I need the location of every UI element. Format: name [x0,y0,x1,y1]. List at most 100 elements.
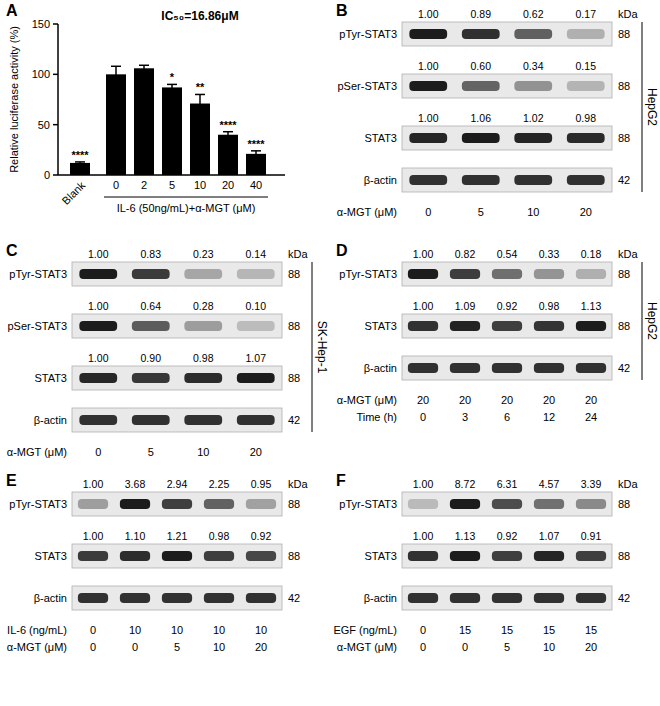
band [237,415,275,425]
condition-value: 10 [213,641,225,653]
band [576,551,606,561]
band [184,373,222,383]
band [237,373,275,383]
quantification: 0.64 [141,300,162,312]
kda-label: 88 [618,550,630,562]
blot-strip [72,586,282,610]
condition-value: 15 [501,624,513,636]
quantification: 0.98 [576,112,597,124]
kda-label: 88 [618,498,630,510]
y-tick-label: 100 [32,68,50,80]
condition-label: Time (h) [356,411,397,423]
condition-value: 15 [585,624,597,636]
band [246,551,276,561]
band [184,415,222,425]
row-label: β-actin [34,592,67,604]
kda-label: 88 [618,80,630,92]
row-label: β-actin [364,174,397,186]
condition-value: 10 [255,624,267,636]
band [492,551,522,561]
blot-strip [402,168,612,192]
band [576,269,606,279]
kda-label: 88 [618,132,630,144]
quantification: 1.10 [125,530,146,542]
condition-value: 0 [90,624,96,636]
band [534,499,564,509]
x-tick-label: Blank [59,179,87,207]
band [120,551,150,561]
band [408,593,438,603]
y-tick [53,23,58,25]
band [492,269,522,279]
kda-label: 42 [618,362,630,374]
quantification: 0.95 [251,478,272,490]
kda-header: kDa [618,248,638,260]
x-tick-label: 5 [169,179,175,191]
quantification: 1.00 [413,478,434,490]
condition-value: 3 [462,411,468,423]
significance: **** [247,138,265,150]
panel-label: A [6,2,18,19]
cell-line-label: SK-Hep-1 [315,321,329,374]
kda-label: 42 [288,414,300,426]
row-label: β-actin [364,592,397,604]
band [492,321,522,331]
error-line [227,132,229,138]
x-axis-label: IL-6 (50ng/mL)+α-MGT (μM) [117,202,256,214]
quantification: 1.13 [455,530,476,542]
band [162,499,192,509]
row-label: STAT3 [364,132,397,144]
quantification: 1.00 [88,248,109,260]
band [132,415,170,425]
band [514,29,552,39]
error-bar [251,151,261,157]
kda-label: 42 [288,592,300,604]
quantification: 1.02 [523,112,544,124]
band [567,29,605,39]
band [450,551,480,561]
band [567,175,605,185]
condition-value: 10 [213,624,225,636]
condition-value: 0 [132,641,138,653]
band [408,363,438,373]
blot-strip [72,366,282,390]
quantification: 1.09 [455,300,476,312]
band [132,321,170,331]
kda-label: 88 [618,268,630,280]
quantification: 0.14 [246,248,267,260]
band [79,321,117,331]
kda-label: 88 [288,550,300,562]
error-line [199,94,201,112]
error-cap [167,90,177,92]
band [450,321,480,331]
band [462,29,500,39]
band [204,551,234,561]
quantification: 1.00 [413,300,434,312]
figure: AIC₅₀=16.86μM050100150Relative luciferas… [0,0,660,706]
error-cap [75,161,85,163]
error-line [143,65,145,71]
condition-label: α-MGT (μM) [337,641,397,653]
quantification: 0.90 [141,352,162,364]
x-tick-label: 10 [194,179,206,191]
band [408,321,438,331]
quantification: 2.25 [209,478,230,490]
bars [70,65,266,175]
condition-value: 0 [95,446,101,458]
condition-value: 20 [543,394,555,406]
error-bar [139,65,149,71]
band [184,269,222,279]
blot-strip [402,314,612,338]
blot-strip [72,544,282,568]
condition-value: 20 [250,446,262,458]
band [409,175,447,185]
condition-value: 10 [527,206,539,218]
kda-header: kDa [618,478,638,490]
band [492,499,522,509]
condition-value: 20 [459,394,471,406]
y-tick-label: 0 [44,169,50,181]
condition-label: IL-6 (ng/mL) [7,624,67,636]
error-cap [195,94,205,96]
bar [134,68,154,175]
band [184,321,222,331]
